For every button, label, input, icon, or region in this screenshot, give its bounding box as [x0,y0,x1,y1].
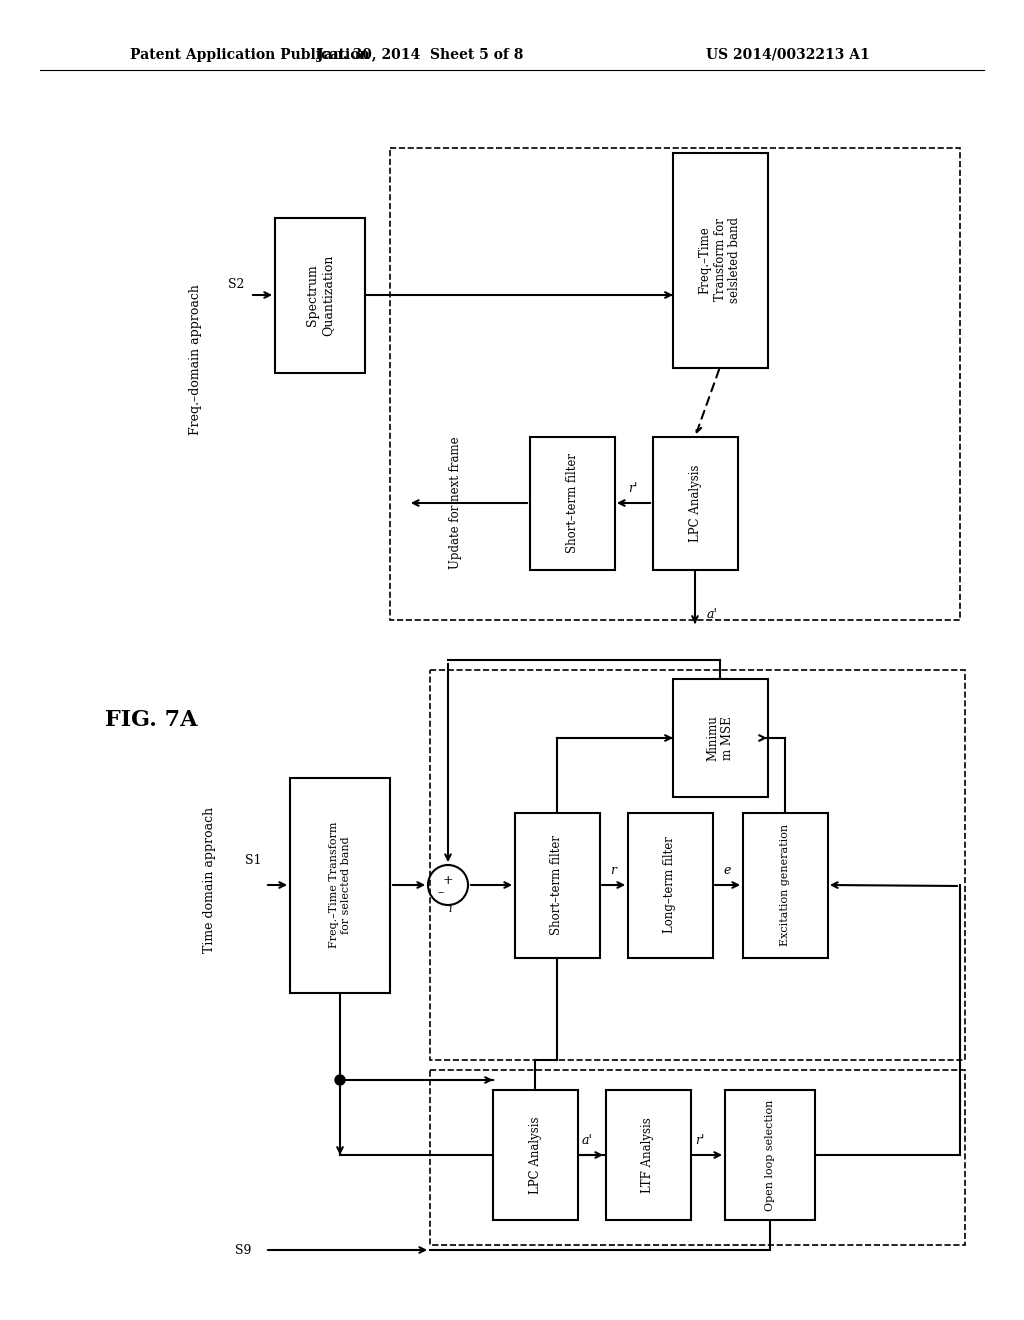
Text: +: + [442,874,454,887]
Bar [430,1071,965,1245]
Text: Update for next frame: Update for next frame [449,437,462,569]
Text: r': r' [695,1134,705,1147]
Text: Freq.–Time Transform
for selected band: Freq.–Time Transform for selected band [329,822,351,948]
Text: a': a' [582,1134,593,1147]
Text: Jan. 30, 2014  Sheet 5 of 8: Jan. 30, 2014 Sheet 5 of 8 [316,48,523,62]
Bar [673,678,768,797]
Text: FIG. 7A: FIG. 7A [105,709,198,731]
Text: LPC Analysis: LPC Analysis [528,1117,542,1193]
Text: LPC Analysis: LPC Analysis [688,465,701,541]
Text: Patent Application Publication: Patent Application Publication [130,48,370,62]
Text: –: – [438,887,444,899]
Bar [290,777,390,993]
Bar [430,671,965,1060]
Bar [743,813,828,958]
Text: a': a' [707,609,718,622]
Text: Spectrum
Quantization: Spectrum Quantization [306,255,334,335]
Text: Freq.–domain approach: Freq.–domain approach [188,285,202,436]
Text: Time domain approach: Time domain approach [204,807,216,953]
Text: r': r' [629,483,638,495]
Bar [606,1090,691,1220]
Bar [493,1090,578,1220]
Text: Short–term filter: Short–term filter [565,453,579,553]
Text: Freq.–Time
Transform for
selsleted band: Freq.–Time Transform for selsleted band [698,216,741,304]
Bar [390,148,961,620]
Text: Excitation generation: Excitation generation [780,824,790,946]
Text: Minimu
m MSE: Minimu m MSE [706,715,734,760]
Bar [275,218,365,374]
Text: Short–term filter: Short–term filter [551,836,563,935]
Bar [530,437,615,570]
Text: LTF Analysis: LTF Analysis [641,1117,654,1193]
Bar [725,1090,815,1220]
Text: S2: S2 [228,279,245,292]
Text: Open loop selection: Open loop selection [765,1100,775,1210]
Text: Long–term filter: Long–term filter [664,837,677,933]
Text: i: i [449,904,452,913]
Bar [515,813,600,958]
Bar [673,153,768,368]
Text: r: r [610,863,616,876]
Bar [653,437,738,570]
Text: S1: S1 [245,854,261,866]
Text: e: e [723,863,731,876]
Text: S9: S9 [234,1243,251,1257]
Text: US 2014/0032213 A1: US 2014/0032213 A1 [707,48,870,62]
Circle shape [335,1074,345,1085]
Bar [628,813,713,958]
